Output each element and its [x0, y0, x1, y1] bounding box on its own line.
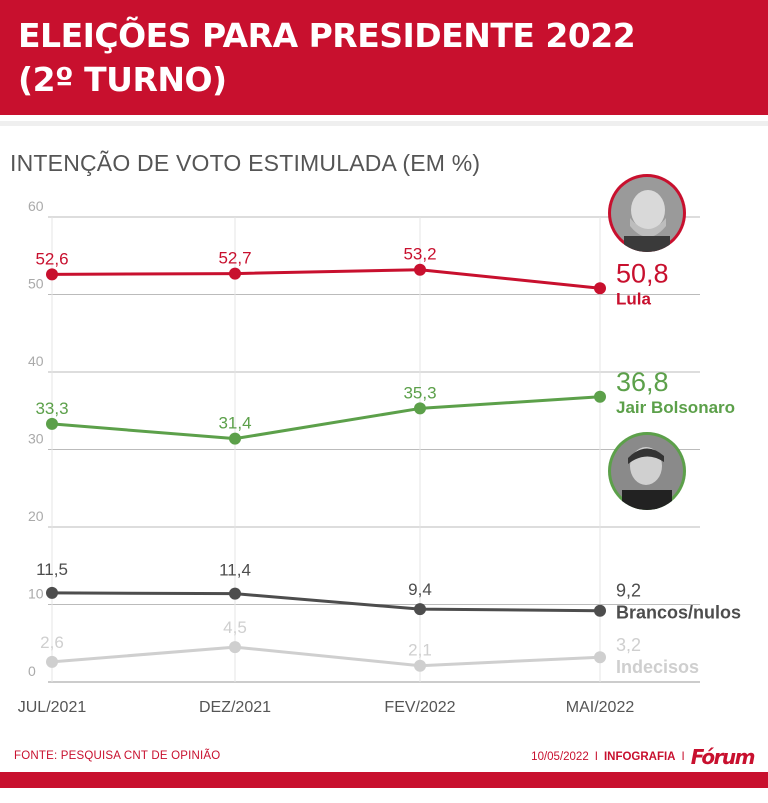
end-value-label: 9,2 — [616, 581, 641, 601]
y-tick-label: 60 — [28, 198, 44, 214]
data-label: 53,2 — [403, 245, 436, 264]
infografia-label: INFOGRAFIA — [603, 751, 676, 763]
data-point — [46, 268, 58, 281]
x-tick-label: FEV/2022 — [384, 699, 455, 716]
series-name-label: Jair Bolsonaro — [616, 398, 735, 417]
publish-date: 10/05/2022 — [531, 751, 589, 763]
data-point — [594, 282, 606, 295]
data-point — [414, 659, 426, 672]
person-icon — [611, 435, 683, 510]
data-point — [229, 641, 241, 654]
series-line — [51, 395, 601, 441]
data-point — [594, 604, 606, 617]
credits: 10/05/2022 I INFOGRAFIA I Fórum — [531, 745, 756, 769]
x-tick-label: DEZ/2021 — [199, 699, 271, 716]
chart-subtitle: INTENÇÃO DE VOTO ESTIMULADA (EM %) — [10, 150, 481, 176]
footer-band — [0, 772, 768, 788]
data-point — [414, 603, 426, 616]
data-point — [46, 586, 58, 599]
data-point — [229, 267, 241, 280]
data-label: 2,6 — [40, 633, 64, 652]
data-point — [46, 655, 58, 668]
data-point — [229, 587, 241, 600]
divider — [0, 121, 768, 126]
data-label: 52,6 — [35, 249, 68, 268]
series-line — [51, 645, 601, 668]
title-line-2: (2º TURNO) — [18, 60, 227, 99]
bolsonaro-portrait — [608, 432, 686, 510]
data-label: 35,3 — [403, 383, 436, 402]
series-name-label: Indecisos — [616, 657, 699, 677]
y-tick-label: 20 — [28, 508, 44, 524]
data-label: 31,4 — [218, 414, 251, 433]
series-line — [51, 591, 601, 613]
source-note: FONTE: PESQUISA CNT DE OPINIÃO — [14, 750, 221, 762]
y-tick-label: 10 — [28, 586, 44, 602]
data-point — [414, 402, 426, 415]
line-chart: 0 10 20 30 40 50 60 JUL/2021 DEZ/2021 FEV/2022 MAI… — [18, 198, 741, 716]
lula-portrait — [608, 174, 686, 252]
data-label: 33,3 — [35, 399, 68, 418]
data-label: 4,5 — [223, 618, 247, 637]
header-band: ELEIÇÕES PARA PRESIDENTE 2022 (2º TURNO) — [0, 0, 768, 115]
data-label: 52,7 — [218, 249, 251, 268]
x-tick-label: JUL/2021 — [18, 699, 87, 716]
series-line — [51, 268, 601, 290]
data-point — [46, 417, 58, 430]
y-tick-label: 0 — [28, 663, 36, 679]
data-point — [414, 263, 426, 276]
data-point — [594, 651, 606, 664]
end-value-label: 3,2 — [616, 635, 641, 655]
data-point — [229, 432, 241, 445]
series-name-label: Lula — [616, 289, 651, 308]
y-tick-label: 50 — [28, 276, 44, 292]
title-line-1: ELEIÇÕES PARA PRESIDENTE 2022 — [18, 16, 636, 55]
page-title: ELEIÇÕES PARA PRESIDENTE 2022 (2º TURNO) — [18, 14, 748, 102]
data-label: 11,5 — [36, 560, 68, 579]
data-point — [594, 390, 606, 403]
separator: I — [681, 751, 685, 763]
brand-logo: Fórum — [690, 745, 756, 769]
data-label: 2,1 — [408, 641, 432, 660]
y-tick-label: 30 — [28, 431, 44, 447]
end-value-label: 36,8 — [616, 367, 669, 397]
x-tick-label: MAI/2022 — [566, 699, 635, 716]
data-label: 9,4 — [408, 580, 432, 599]
series-name-label: Brancos/nulos — [616, 603, 741, 623]
end-value-label: 50,8 — [616, 258, 669, 288]
separator: I — [594, 751, 598, 763]
data-label: 11,4 — [219, 561, 251, 580]
person-icon — [611, 177, 683, 252]
y-tick-label: 40 — [28, 353, 44, 369]
